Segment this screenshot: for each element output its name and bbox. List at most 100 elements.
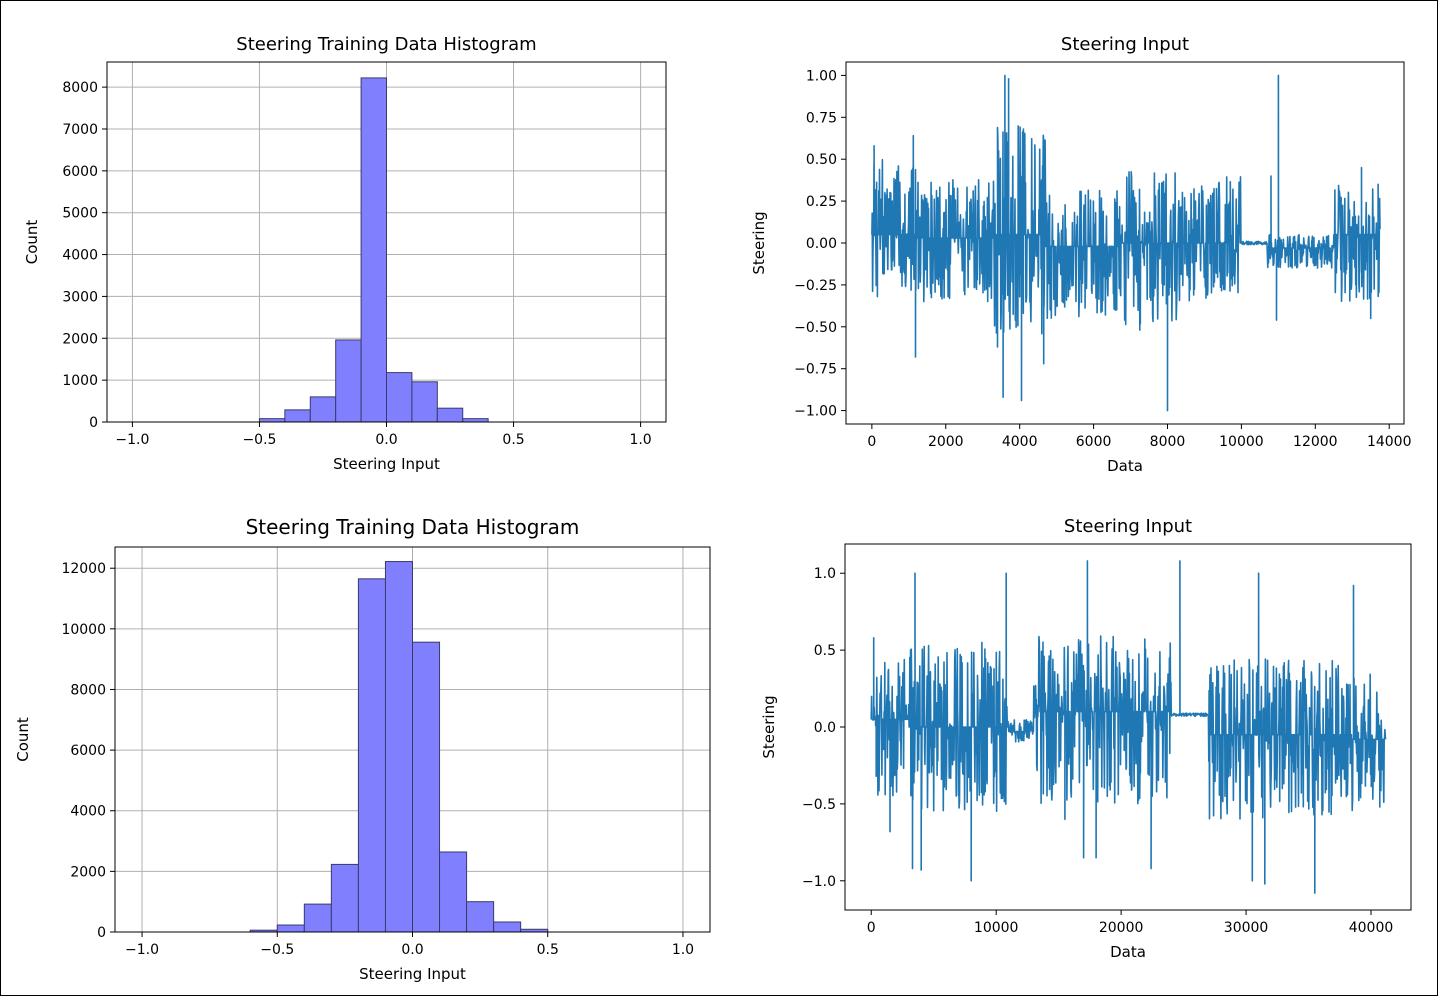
y-axis-label: Count <box>14 717 32 762</box>
histogram-bar <box>357 578 386 933</box>
x-tick-label: 10000 <box>1219 434 1264 450</box>
chart-hist1: −1.0 −0.5 0.0 0.5 1.0 0 1000 2000 3000 4000 5000 60… <box>23 34 667 473</box>
y-tick-label: 1.00 <box>806 68 837 84</box>
histogram-bar <box>335 339 362 423</box>
histogram-bar <box>411 381 438 423</box>
chart-line2: 0 10000 20000 30000 40000 1.0 0.5 0.0 −0.5 −1.0 St… <box>760 516 1412 961</box>
x-tick-label: 0.0 <box>375 432 397 448</box>
chart-title: Steering Input <box>1064 516 1192 537</box>
x-tick-label: 30000 <box>1224 920 1269 936</box>
x-tick-label: 0 <box>867 920 876 936</box>
y-tick-label: 8000 <box>70 682 106 698</box>
x-axis: 0 2000 4000 6000 8000 10000 12000 14000 <box>867 424 1411 450</box>
x-tick-label: 40000 <box>1349 920 1394 936</box>
chart-title: Steering Input <box>1061 34 1189 55</box>
x-tick-label: −0.5 <box>260 942 294 958</box>
histogram-bar <box>258 418 286 423</box>
histogram-bar <box>309 396 337 423</box>
y-tick-label: 4000 <box>62 248 98 264</box>
y-tick-label: 2000 <box>70 864 106 880</box>
y-tick-label: 4000 <box>70 804 106 820</box>
x-axis: 0 10000 20000 30000 40000 <box>867 910 1394 936</box>
x-axis-label: Steering Input <box>359 965 466 983</box>
y-axis: 0 1000 2000 3000 4000 5000 6000 7000 8000 <box>62 80 107 431</box>
y-tick-label: 0.00 <box>806 236 837 252</box>
y-tick-label: −0.75 <box>794 362 837 378</box>
y-tick-label: 0.75 <box>806 110 837 126</box>
steering-series-line <box>871 74 1381 412</box>
steering-series-line <box>870 560 1387 894</box>
y-axis-label: Count <box>23 220 41 265</box>
histogram-bar <box>330 863 359 933</box>
x-tick-label: 0.5 <box>537 942 559 958</box>
x-tick-label: −0.5 <box>242 432 276 448</box>
histogram-bar <box>439 851 468 933</box>
y-tick-label: 6000 <box>62 164 98 180</box>
histogram-bar <box>360 77 388 423</box>
x-tick-label: 1.0 <box>629 432 651 448</box>
x-tick-label: 20000 <box>1099 920 1144 936</box>
y-tick-label: 2000 <box>62 331 98 347</box>
x-axis-label: Data <box>1110 943 1146 961</box>
x-tick-label: 1.0 <box>672 942 694 958</box>
chart-line1: 0 2000 4000 6000 8000 10000 12000 14000 1.00 0.75… <box>750 34 1411 475</box>
histogram-bar <box>303 903 332 933</box>
histogram-bar <box>284 409 311 423</box>
histogram-bar <box>412 641 441 933</box>
x-tick-label: 4000 <box>1002 434 1038 450</box>
x-tick-label: 10000 <box>974 920 1019 936</box>
y-tick-label: −0.25 <box>794 278 837 294</box>
x-axis-label: Steering Input <box>333 455 440 473</box>
y-axis: 0 2000 4000 6000 8000 10000 12000 <box>61 561 115 941</box>
y-axis-label: Steering <box>760 695 778 758</box>
y-tick-label: 5000 <box>62 206 98 222</box>
y-tick-label: 0.0 <box>814 720 836 736</box>
x-tick-label: 0.5 <box>502 432 524 448</box>
y-tick-label: 8000 <box>62 80 98 96</box>
histogram-bars <box>258 77 489 423</box>
histogram-bar <box>462 418 489 423</box>
x-tick-label: 2000 <box>928 434 964 450</box>
y-tick-label: 0.5 <box>814 643 836 659</box>
y-tick-label: −1.00 <box>794 404 837 420</box>
y-tick-label: 1.0 <box>814 566 836 582</box>
chart-title: Steering Training Data Histogram <box>246 515 580 539</box>
y-tick-label: 0 <box>89 415 98 431</box>
y-axis: 1.0 0.5 0.0 −0.5 −1.0 <box>802 566 845 890</box>
chart-title: Steering Training Data Histogram <box>236 34 536 55</box>
x-axis: −1.0 −0.5 0.0 0.5 1.0 <box>125 932 694 958</box>
histogram-bars <box>249 561 549 933</box>
y-axis: 1.00 0.75 0.50 0.25 0.00 −0.25 −0.50 −0.75 −1.00 <box>794 68 846 420</box>
histogram-bar <box>386 372 413 423</box>
x-tick-label: −1.0 <box>115 432 149 448</box>
y-tick-label: 1000 <box>62 373 98 389</box>
y-tick-label: 10000 <box>61 622 106 638</box>
x-tick-label: 14000 <box>1367 434 1412 450</box>
histogram-bar <box>493 921 522 933</box>
histogram-bar <box>436 407 464 423</box>
y-tick-label: −0.50 <box>794 320 837 336</box>
x-axis-label: Data <box>1107 457 1143 475</box>
y-tick-label: −1.0 <box>802 874 836 890</box>
y-tick-label: 6000 <box>70 743 106 759</box>
y-tick-label: 3000 <box>62 289 98 305</box>
x-tick-label: −1.0 <box>125 942 159 958</box>
y-tick-label: 7000 <box>62 122 98 138</box>
y-tick-label: 0.50 <box>806 152 837 168</box>
y-tick-label: 0.25 <box>806 194 837 210</box>
chart-hist2: −1.0 −0.5 0.0 0.5 1.0 0 2000 4000 6000 8000 10000 1… <box>14 515 711 983</box>
histogram-bar <box>466 901 495 933</box>
y-tick-label: 0 <box>97 925 106 941</box>
x-tick-label: 0.0 <box>401 942 423 958</box>
x-axis: −1.0 −0.5 0.0 0.5 1.0 <box>115 422 652 448</box>
x-tick-label: 0 <box>867 434 876 450</box>
x-tick-label: 12000 <box>1293 434 1338 450</box>
histogram-bar <box>276 924 305 933</box>
y-tick-label: 12000 <box>61 561 106 577</box>
histogram-bar <box>384 561 414 933</box>
x-tick-label: 8000 <box>1150 434 1186 450</box>
x-tick-label: 6000 <box>1076 434 1112 450</box>
y-axis-label: Steering <box>750 211 768 274</box>
